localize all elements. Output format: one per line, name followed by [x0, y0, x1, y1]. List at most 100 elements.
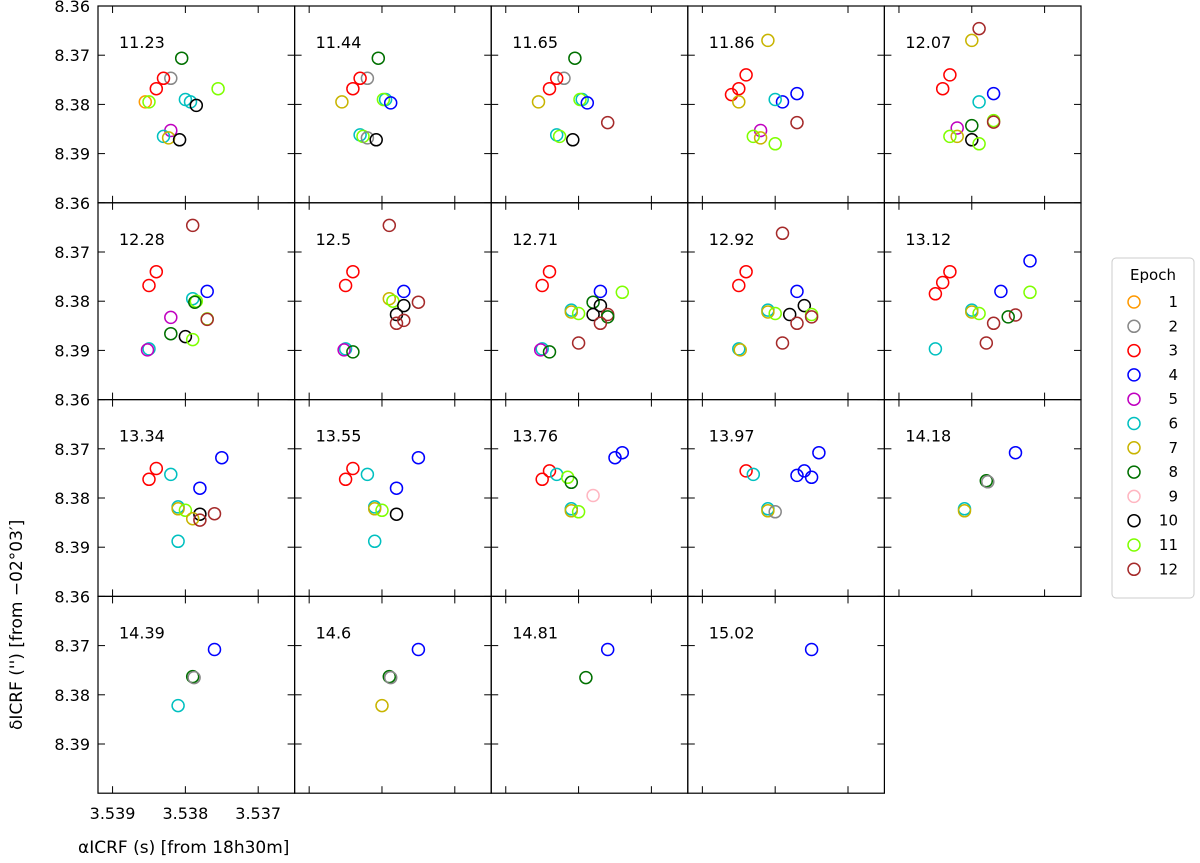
data-point-epoch-6 [171, 698, 185, 713]
data-point-epoch-6 [732, 342, 746, 356]
legend-label-2: 2 [1168, 317, 1178, 335]
data-point-epoch-11 [178, 503, 193, 518]
y-tick-label: 8.37 [54, 637, 90, 656]
legend-title: Epoch [1130, 266, 1176, 284]
data-point-epoch-7 [732, 95, 746, 109]
data-point-epoch-11 [573, 92, 587, 107]
data-point-epoch-8 [568, 51, 582, 65]
legend-label-1: 1 [1168, 293, 1178, 311]
x-axis-title: αICRF (s) [from 18h30m] [78, 838, 289, 858]
data-point-epoch-3 [732, 278, 746, 293]
panel-label: 11.23 [119, 33, 165, 52]
data-point-epoch-11 [1023, 285, 1037, 300]
data-point-epoch-4 [215, 450, 229, 465]
x-tick-label: 3.537 [235, 804, 281, 823]
data-point-epoch-12 [972, 21, 986, 36]
legend-label-4: 4 [1168, 366, 1178, 384]
data-point-epoch-3 [943, 68, 957, 82]
panel-13.76: 13.76 [490, 399, 689, 598]
data-point-epoch-7 [531, 95, 546, 109]
data-point-epoch-2 [981, 475, 995, 489]
data-point-epoch-6 [549, 467, 564, 482]
panel-14.39: 14.39 [97, 595, 296, 794]
panel-label: 13.76 [512, 427, 558, 446]
data-point-epoch-11 [615, 285, 630, 300]
data-point-epoch-3 [353, 71, 367, 86]
data-point-epoch-6 [535, 342, 549, 356]
data-point-epoch-4 [200, 284, 214, 299]
y-axis-title: δICRF ('') [from −02°03′] [7, 520, 27, 730]
data-point-epoch-8 [174, 51, 189, 65]
panel-label: 11.86 [709, 33, 755, 52]
data-point-epoch-12 [986, 316, 1001, 331]
data-point-epoch-3 [935, 275, 950, 290]
panel-13.97: 13.97 [687, 399, 885, 598]
data-point-epoch-4 [193, 481, 207, 495]
data-point-epoch-4 [411, 450, 426, 465]
panel-label: 14.39 [119, 623, 165, 642]
data-point-epoch-3 [346, 461, 360, 476]
data-point-epoch-10 [369, 133, 383, 147]
data-point-epoch-7 [382, 291, 397, 306]
data-point-epoch-6 [338, 342, 353, 356]
y-tick-label: 8.39 [54, 735, 90, 754]
data-point-epoch-7 [564, 305, 579, 319]
data-point-epoch-4 [1023, 254, 1037, 268]
data-point-epoch-6 [746, 467, 761, 482]
data-point-epoch-4 [615, 445, 630, 460]
data-point-epoch-2 [360, 71, 375, 86]
axes-layer: 8.36 8.37 8.38 8.39 8.36 8.37 8.38 8.39 8.36 8.37… [54, 0, 281, 823]
data-point-epoch-2 [164, 71, 178, 86]
legend-label-9: 9 [1168, 487, 1178, 505]
y-tick-label: 8.36 [54, 391, 90, 410]
legend-label-8: 8 [1168, 463, 1178, 481]
y-tick-label: 8.38 [54, 489, 90, 508]
data-point-epoch-12 [790, 316, 804, 331]
data-point-epoch-8 [965, 118, 979, 133]
panel-label: 14.6 [316, 623, 352, 642]
data-point-epoch-12 [775, 336, 790, 350]
data-point-epoch-4 [608, 450, 622, 465]
data-point-epoch-11 [375, 503, 389, 518]
data-point-epoch-3 [338, 472, 353, 487]
data-point-epoch-12 [185, 218, 200, 233]
data-point-epoch-7 [753, 131, 768, 145]
data-point-epoch-3 [142, 278, 156, 293]
data-point-epoch-3 [542, 464, 557, 478]
legend-marker-4 [1127, 368, 1141, 382]
data-point-epoch-4 [207, 642, 222, 657]
panel-14.81: 14.81 [490, 595, 689, 794]
data-point-epoch-9 [586, 488, 600, 503]
data-point-epoch-10 [189, 98, 204, 113]
data-point-epoch-12 [1008, 308, 1023, 322]
data-point-epoch-7 [171, 502, 185, 516]
data-point-epoch-3 [535, 472, 549, 487]
data-point-epoch-2 [557, 71, 571, 86]
data-point-epoch-4 [411, 642, 426, 657]
panel-label: 13.55 [316, 427, 362, 446]
panel-label: 11.44 [316, 33, 362, 52]
data-point-epoch-11 [189, 294, 204, 308]
data-point-epoch-3 [724, 87, 739, 102]
data-point-epoch-3 [935, 81, 950, 96]
legend-marker-2 [1127, 319, 1141, 334]
data-point-epoch-6 [171, 534, 185, 549]
panel-12.71: 12.71 [490, 202, 689, 401]
data-point-epoch-7 [950, 129, 964, 144]
data-point-epoch-11 [943, 129, 957, 144]
panel-label: 12.5 [316, 230, 352, 249]
data-point-epoch-6 [185, 291, 200, 306]
data-point-epoch-6 [164, 467, 178, 482]
data-point-epoch-10 [193, 507, 207, 521]
data-point-epoch-6 [156, 129, 171, 144]
data-point-epoch-3 [142, 472, 156, 487]
panel-11.23: 11.23 [97, 5, 296, 204]
data-point-epoch-4 [790, 468, 804, 483]
data-point-epoch-11 [185, 332, 200, 347]
data-point-epoch-3 [739, 68, 753, 82]
panel-12.28: 12.28 [97, 202, 296, 401]
data-point-epoch-3 [542, 264, 557, 279]
data-point-epoch-7 [375, 698, 389, 713]
panel-label: 11.65 [512, 33, 558, 52]
